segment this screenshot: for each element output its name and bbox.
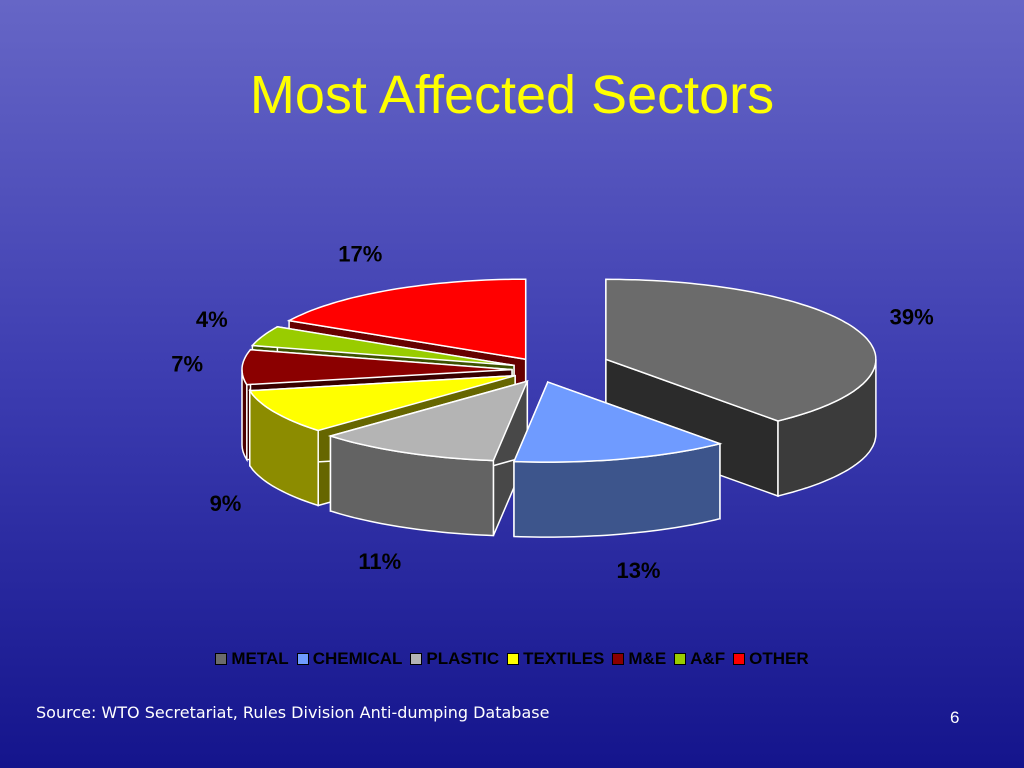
legend-label: M&E bbox=[628, 649, 667, 668]
legend-label: A&F bbox=[690, 649, 726, 668]
legend-label: OTHER bbox=[749, 649, 809, 668]
slice bbox=[248, 374, 516, 432]
legend-item: PLASTIC bbox=[410, 649, 499, 669]
slice bbox=[241, 348, 513, 386]
legend-swatch bbox=[507, 653, 520, 665]
data-label: 9% bbox=[210, 491, 242, 516]
legend-item: TEXTILES bbox=[507, 649, 604, 669]
legend-item: A&F bbox=[674, 649, 725, 669]
legend-swatch bbox=[733, 653, 746, 665]
slice bbox=[286, 278, 527, 361]
slice bbox=[327, 380, 529, 462]
legend-label: TEXTILES bbox=[523, 649, 605, 668]
legend-swatch bbox=[215, 653, 228, 665]
legend-label: METAL bbox=[231, 649, 289, 668]
legend-swatch bbox=[296, 653, 309, 665]
slice bbox=[250, 326, 515, 367]
legend-item: CHEMICAL bbox=[296, 649, 403, 669]
legend-label: CHEMICAL bbox=[312, 649, 403, 668]
legend-swatch bbox=[612, 653, 625, 665]
legend: METAL CHEMICAL PLASTIC TEXTILES M&E A&F OTHER bbox=[0, 649, 1024, 669]
source-note: Source: WTO Secretariat, Rules Division … bbox=[36, 703, 550, 722]
data-label: 17% bbox=[338, 242, 382, 267]
slice bbox=[605, 278, 877, 422]
legend-swatch bbox=[410, 653, 423, 665]
page-number: 6 bbox=[950, 708, 960, 727]
legend-label: PLASTIC bbox=[426, 649, 500, 668]
data-label: 13% bbox=[616, 558, 660, 583]
data-label: 4% bbox=[196, 307, 228, 332]
data-label: 7% bbox=[171, 352, 203, 377]
legend-item: METAL bbox=[215, 649, 289, 669]
data-label: 39% bbox=[890, 304, 934, 329]
data-label: 11% bbox=[358, 549, 401, 574]
legend-item: OTHER bbox=[733, 649, 809, 669]
legend-item: M&E bbox=[612, 649, 666, 669]
slice bbox=[512, 381, 723, 463]
chart-title: Most Affected Sectors bbox=[249, 65, 775, 125]
legend-swatch bbox=[674, 653, 687, 665]
